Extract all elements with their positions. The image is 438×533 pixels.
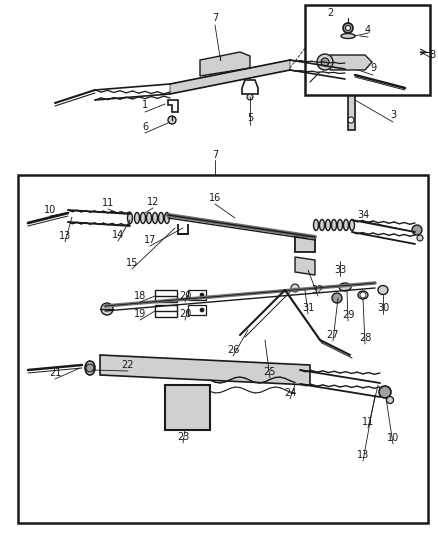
- Circle shape: [86, 364, 94, 372]
- Ellipse shape: [325, 220, 330, 230]
- Text: 15: 15: [126, 258, 138, 268]
- Text: 25: 25: [263, 367, 276, 377]
- Text: 18: 18: [134, 291, 146, 301]
- Text: 11: 11: [102, 198, 114, 208]
- Ellipse shape: [357, 291, 367, 299]
- Text: 26: 26: [226, 345, 239, 355]
- Ellipse shape: [338, 283, 350, 291]
- Bar: [187, 290, 205, 300]
- Text: 17: 17: [144, 235, 156, 245]
- Bar: [165, 385, 209, 430]
- Text: 30: 30: [376, 303, 388, 313]
- Text: 7: 7: [212, 13, 218, 23]
- Polygon shape: [294, 237, 314, 252]
- Bar: [347, 50, 354, 130]
- Circle shape: [316, 54, 332, 70]
- Ellipse shape: [337, 220, 342, 230]
- Text: 31: 31: [301, 303, 314, 313]
- Ellipse shape: [146, 213, 151, 223]
- Polygon shape: [100, 355, 309, 385]
- Text: 14: 14: [112, 230, 124, 240]
- Ellipse shape: [140, 213, 145, 223]
- Circle shape: [347, 55, 353, 61]
- Bar: [18, 175, 427, 523]
- Circle shape: [247, 94, 252, 100]
- Circle shape: [359, 292, 365, 298]
- Text: 4: 4: [364, 25, 370, 35]
- Text: 20: 20: [178, 291, 191, 301]
- Ellipse shape: [331, 220, 336, 230]
- Ellipse shape: [127, 213, 132, 223]
- Circle shape: [416, 235, 422, 241]
- Text: 13: 13: [59, 231, 71, 241]
- Circle shape: [345, 26, 350, 30]
- Text: 7: 7: [212, 150, 218, 160]
- Text: 13: 13: [356, 450, 368, 460]
- Ellipse shape: [313, 220, 318, 230]
- Text: 21: 21: [49, 368, 61, 378]
- Text: 22: 22: [121, 360, 134, 370]
- Ellipse shape: [158, 213, 163, 223]
- Circle shape: [168, 116, 176, 124]
- Text: 6: 6: [141, 122, 148, 132]
- Text: 33: 33: [333, 265, 345, 275]
- Text: 9: 9: [369, 63, 375, 73]
- Bar: [155, 290, 177, 302]
- Text: 27: 27: [326, 330, 339, 340]
- Circle shape: [200, 308, 204, 312]
- Text: 20: 20: [178, 309, 191, 319]
- Text: 5: 5: [246, 113, 253, 123]
- Circle shape: [400, 85, 408, 93]
- Circle shape: [200, 293, 204, 297]
- Ellipse shape: [349, 220, 354, 230]
- Ellipse shape: [85, 361, 95, 375]
- Text: 32: 32: [311, 285, 323, 295]
- Circle shape: [101, 303, 113, 315]
- Text: 24: 24: [283, 388, 296, 398]
- Polygon shape: [294, 257, 314, 275]
- Ellipse shape: [152, 213, 157, 223]
- Ellipse shape: [134, 213, 139, 223]
- Circle shape: [378, 386, 390, 398]
- Circle shape: [411, 225, 421, 235]
- Text: 29: 29: [341, 310, 353, 320]
- Polygon shape: [329, 55, 371, 70]
- Text: 34: 34: [356, 210, 368, 220]
- Circle shape: [385, 397, 392, 403]
- Text: 10: 10: [386, 433, 398, 443]
- Text: 10: 10: [44, 205, 56, 215]
- Ellipse shape: [319, 220, 324, 230]
- Text: 8: 8: [428, 50, 434, 60]
- Ellipse shape: [343, 220, 348, 230]
- Bar: [155, 305, 177, 317]
- Text: 23: 23: [177, 432, 189, 442]
- Text: 28: 28: [358, 333, 371, 343]
- Circle shape: [347, 117, 353, 123]
- Polygon shape: [170, 60, 290, 94]
- Text: 11: 11: [361, 417, 373, 427]
- Text: 16: 16: [208, 193, 221, 203]
- Circle shape: [320, 58, 328, 66]
- Circle shape: [290, 284, 298, 292]
- Ellipse shape: [377, 286, 387, 295]
- Circle shape: [331, 293, 341, 303]
- Circle shape: [342, 23, 352, 33]
- Text: 12: 12: [146, 197, 159, 207]
- Bar: [187, 305, 205, 315]
- Text: 3: 3: [389, 110, 395, 120]
- Polygon shape: [200, 52, 249, 76]
- Bar: [304, 5, 429, 95]
- Ellipse shape: [164, 213, 169, 223]
- Text: 1: 1: [141, 100, 148, 110]
- Text: 19: 19: [134, 309, 146, 319]
- Ellipse shape: [340, 34, 354, 38]
- Text: 2: 2: [326, 8, 332, 18]
